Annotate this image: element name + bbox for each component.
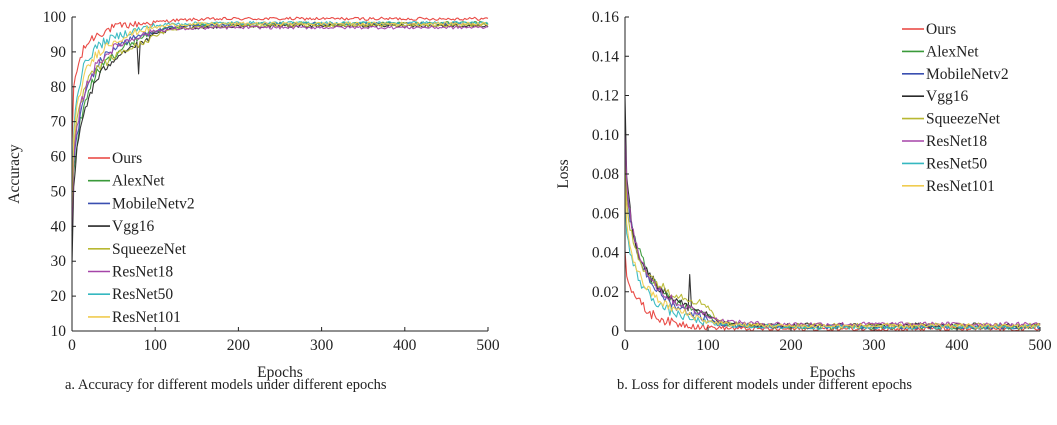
legend-label-squeezenet: SqueezeNet	[112, 241, 187, 258]
x-tick-label: 100	[696, 337, 720, 354]
legend-label-squeezenet: SqueezeNet	[926, 111, 1001, 128]
y-tick-label: 0.04	[592, 245, 619, 262]
y-tick-label: 0.16	[592, 9, 619, 26]
loss-chart: 0 0.02 0.04 0.06 0.08 0.10 0.12 0.14 0.16 0 100 200…	[555, 9, 1052, 381]
legend-label-ours: Ours	[112, 150, 142, 167]
x-tick-label: 0	[621, 337, 629, 354]
legend-label-resnet50: ResNet50	[926, 155, 987, 172]
legend-label-resnet101: ResNet101	[112, 309, 181, 326]
y-tick-label: 0.10	[592, 127, 619, 144]
series-line-ours	[624, 250, 1041, 332]
series-line-vgg16	[624, 96, 1041, 328]
series-line-ours	[71, 16, 489, 145]
y-tick-label: 0	[611, 323, 619, 340]
x-axis-title: Epochs	[257, 364, 303, 381]
series-line-resnet18	[71, 25, 489, 227]
series-line-resnet101	[624, 179, 1041, 329]
y-tick-label: 80	[51, 79, 67, 96]
legend-label-vgg16: Vgg16	[112, 218, 154, 235]
x-tick-label: 200	[779, 337, 803, 354]
x-tick-label: 500	[476, 337, 500, 354]
y-tick-label: 60	[51, 149, 67, 166]
legend: Ours AlexNet MobileNetv2 Vgg16 SqueezeNet Res…	[88, 150, 195, 326]
y-tick-label: 0.06	[592, 205, 619, 222]
y-tick-label: 10	[51, 323, 67, 340]
legend-label-alexnet: AlexNet	[926, 43, 979, 60]
x-tick-label: 0	[68, 337, 76, 354]
y-tick-label: 100	[43, 9, 67, 26]
series-line-alexnet	[624, 149, 1041, 330]
legend-label-resnet18: ResNet18	[112, 264, 173, 281]
series-line-resnet50	[71, 20, 489, 202]
x-tick-label: 400	[945, 337, 969, 354]
x-axis-title: Epochs	[810, 364, 856, 381]
y-tick-label: 0.14	[592, 48, 619, 65]
y-axis-title: Accuracy	[6, 144, 23, 204]
accuracy-chart: 10 20 30 40 50 60 70 80 90 100 0 100 200 300 400 500 Epo…	[6, 9, 500, 381]
legend-label-alexnet: AlexNet	[112, 173, 165, 190]
x-tick-label: 300	[862, 337, 886, 354]
y-axis-title: Loss	[555, 159, 572, 188]
accuracy-chart-caption: a. Accuracy for different models under d…	[65, 377, 387, 393]
x-tick-label: 500	[1028, 337, 1052, 354]
series-lines	[71, 16, 489, 264]
x-tick-label: 200	[227, 337, 251, 354]
legend-label-resnet50: ResNet50	[112, 286, 173, 303]
legend-label-vgg16: Vgg16	[926, 88, 968, 105]
x-tick-label: 300	[310, 337, 334, 354]
y-tick-label: 20	[51, 288, 67, 305]
x-tick-label: 400	[393, 337, 417, 354]
legend-label-resnet18: ResNet18	[926, 133, 987, 150]
y-tick-label: 40	[51, 218, 67, 235]
legend-label-resnet101: ResNet101	[926, 178, 995, 195]
legend-label-ours: Ours	[926, 21, 956, 38]
legend-label-mobilenetv2: MobileNetv2	[112, 195, 195, 212]
loss-chart-caption: b. Loss for different models under diffe…	[617, 377, 913, 393]
y-tick-label: 30	[51, 253, 67, 270]
y-tick-label: 0.12	[592, 88, 619, 105]
legend-label-mobilenetv2: MobileNetv2	[926, 66, 1009, 83]
y-tick-label: 50	[51, 183, 67, 200]
legend: Ours AlexNet MobileNetv2 Vgg16 SqueezeNet Res…	[902, 21, 1009, 195]
accuracy-chart-panel: 10 20 30 40 50 60 70 80 90 100 0 100 200 300 400 500 Epo…	[6, 9, 500, 381]
series-line-squeezenet	[71, 23, 489, 219]
y-tick-label: 0.08	[592, 166, 619, 183]
loss-chart-panel: 0 0.02 0.04 0.06 0.08 0.10 0.12 0.14 0.16 0 100 200…	[540, 0, 1057, 425]
y-tick-label: 0.02	[592, 284, 619, 301]
y-tick-label: 90	[51, 44, 67, 61]
x-tick-label: 100	[144, 337, 168, 354]
series-lines	[624, 96, 1041, 332]
y-tick-label: 70	[51, 114, 67, 131]
series-line-resnet101	[71, 21, 489, 208]
